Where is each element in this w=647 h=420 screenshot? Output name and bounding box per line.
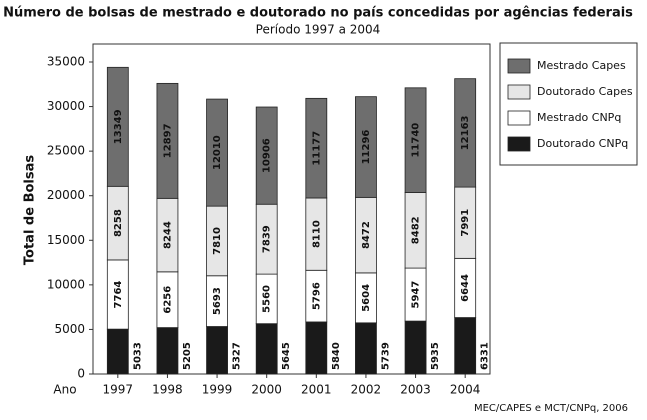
value-label: 12163 [460, 115, 471, 150]
value-label: 10906 [262, 138, 273, 173]
value-label: 5327 [232, 342, 243, 370]
bar-segment [355, 322, 377, 375]
value-label: 5739 [380, 342, 391, 370]
bar-segment [454, 317, 477, 375]
x-tick-label: 1998 [152, 383, 183, 397]
value-label: 7810 [212, 227, 223, 255]
value-label: 8110 [311, 220, 322, 248]
value-label: 7764 [113, 281, 124, 309]
bar-segment [305, 97, 328, 199]
value-label: 5645 [281, 342, 292, 370]
source: MEC/CAPES e MCT/CNPq, 2006 [474, 403, 628, 414]
bar-segment [106, 66, 129, 187]
bar-segment [305, 321, 328, 375]
bar-segment [206, 326, 228, 375]
value-label: 5947 [411, 281, 422, 309]
legend-swatch [507, 136, 531, 152]
y-tick-label: 10000 [47, 277, 85, 291]
bar-segment [106, 328, 129, 375]
chart-subtitle: Período 1997 a 2004 [256, 23, 381, 37]
value-label: 12010 [212, 135, 223, 170]
x-axis-label: Ano [53, 383, 76, 397]
value-label: 5796 [311, 282, 322, 310]
y-tick-label: 0 [77, 367, 85, 381]
x-tick-label: 2002 [351, 383, 382, 397]
value-label: 6644 [460, 274, 471, 302]
value-label: 8472 [361, 221, 372, 249]
value-label: 6256 [162, 286, 173, 314]
value-label: 5604 [361, 284, 372, 312]
value-label: 12897 [162, 123, 173, 158]
legend-swatch [507, 110, 531, 126]
bar-segment [404, 320, 427, 375]
value-label: 8244 [162, 221, 173, 249]
bar-segment [156, 82, 179, 199]
value-label: 5693 [212, 287, 223, 315]
x-tick-label: 2003 [400, 383, 431, 397]
x-tick-label: 2004 [450, 383, 481, 397]
bar-segment [206, 98, 228, 207]
y-tick-label: 35000 [47, 55, 85, 69]
bar-segment [454, 78, 477, 188]
x-tick-label: 2001 [301, 383, 332, 397]
legend-label: Mestrado CNPq [537, 111, 621, 124]
x-tick-label: 1997 [103, 383, 134, 397]
y-axis-label: Total de Bolsas [23, 155, 38, 265]
legend-label: Mestrado Capes [537, 59, 626, 72]
plot-frame [92, 43, 491, 375]
value-label: 5840 [331, 342, 342, 370]
bar-segment [156, 327, 179, 375]
chart-title: Número de bolsas de mestrado e doutorado… [3, 6, 633, 21]
value-label: 5560 [262, 285, 273, 313]
y-tick-label: 15000 [47, 233, 85, 247]
legend-label: Doutorado Capes [537, 85, 633, 98]
value-label: 6331 [480, 342, 491, 370]
legend-swatch [507, 84, 531, 100]
value-label: 11296 [361, 130, 372, 165]
bar-segment [255, 106, 278, 205]
value-label: 11740 [411, 123, 422, 158]
legend-swatch [507, 58, 531, 74]
y-tick-label: 20000 [47, 188, 85, 202]
x-tick-label: 1999 [202, 383, 233, 397]
bar-segment [404, 87, 427, 193]
bar-segment [255, 323, 278, 375]
value-label: 5205 [182, 342, 193, 370]
legend-label: Doutorado CNPq [537, 137, 628, 150]
x-tick-label: 2000 [251, 383, 282, 397]
y-tick-label: 5000 [54, 322, 85, 336]
value-label: 7991 [460, 209, 471, 237]
y-tick-label: 25000 [47, 144, 85, 158]
y-tick-label: 30000 [47, 99, 85, 113]
value-label: 11177 [311, 131, 322, 166]
value-label: 5935 [430, 342, 441, 370]
value-label: 7839 [262, 225, 273, 253]
value-label: 5033 [132, 342, 143, 370]
bar-segment [355, 96, 377, 198]
value-label: 8482 [411, 216, 422, 244]
value-label: 8258 [113, 209, 124, 237]
value-label: 13349 [113, 109, 124, 144]
